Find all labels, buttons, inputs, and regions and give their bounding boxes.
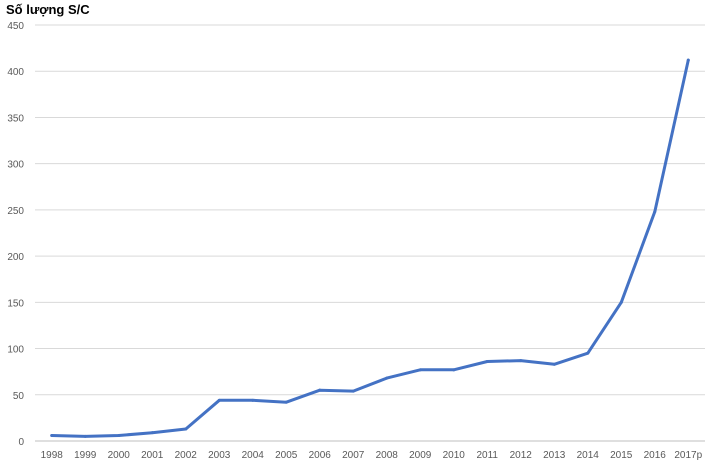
data-point [485, 359, 489, 363]
data-point [552, 362, 556, 366]
data-point [284, 400, 288, 404]
y-tick-label: 250 [7, 206, 24, 217]
x-tick-label: 2011 [476, 450, 498, 461]
data-point [653, 210, 657, 214]
x-tick-label: 2004 [242, 450, 265, 461]
data-point [251, 398, 255, 402]
x-tick-label: 2006 [309, 450, 332, 461]
series-layer [50, 58, 690, 438]
data-point [50, 433, 54, 437]
data-point [150, 431, 154, 435]
data-point [117, 433, 121, 437]
x-tick-label: 1998 [41, 450, 64, 461]
y-tick-label: 450 [7, 21, 24, 32]
y-tick-label: 400 [7, 67, 24, 78]
data-point [586, 351, 590, 355]
y-tick-label: 0 [18, 437, 24, 448]
x-tick-label: 2015 [610, 450, 633, 461]
x-tick-label: 2003 [208, 450, 231, 461]
y-tick-label: 200 [7, 252, 24, 263]
x-tick-label: 1999 [74, 450, 97, 461]
x-tick-label: 2009 [409, 450, 432, 461]
data-point [686, 58, 690, 62]
data-point [619, 300, 623, 304]
y-tick-label: 150 [7, 298, 24, 309]
data-point [351, 389, 355, 393]
data-point [318, 388, 322, 392]
data-point [83, 434, 87, 438]
x-tick-label: 2007 [342, 450, 365, 461]
x-tick-label: 2013 [543, 450, 566, 461]
data-point [217, 398, 221, 402]
x-axis-ticks: 1998 1999 2000 2001 2002 2003 2004 2005 2006 2007… [35, 440, 705, 461]
x-tick-label: 2005 [275, 450, 298, 461]
x-tick-label: 2017p [674, 450, 702, 461]
x-tick-label: 2014 [577, 450, 600, 461]
y-tick-label: 50 [13, 391, 25, 402]
data-point [452, 368, 456, 372]
y-axis-ticks: 0 50 100 150 200 250 300 350 400 450 [7, 21, 24, 448]
data-point [519, 359, 523, 363]
x-tick-label: 2001 [141, 450, 164, 461]
data-point [184, 427, 188, 431]
x-tick-label: 2000 [108, 450, 131, 461]
data-point [385, 376, 389, 380]
x-tick-label: 2010 [443, 450, 466, 461]
data-point [418, 368, 422, 372]
x-tick-label: 2016 [644, 450, 667, 461]
x-tick-label: 2012 [510, 450, 533, 461]
y-tick-label: 350 [7, 113, 24, 124]
gridlines [35, 24, 705, 396]
x-tick-label: 2008 [376, 450, 399, 461]
series-line [50, 58, 690, 438]
y-tick-label: 100 [7, 345, 24, 356]
x-tick-label: 2002 [175, 450, 198, 461]
y-tick-label: 300 [7, 160, 24, 171]
y-axis-title: Số lượng S/C [6, 2, 90, 17]
